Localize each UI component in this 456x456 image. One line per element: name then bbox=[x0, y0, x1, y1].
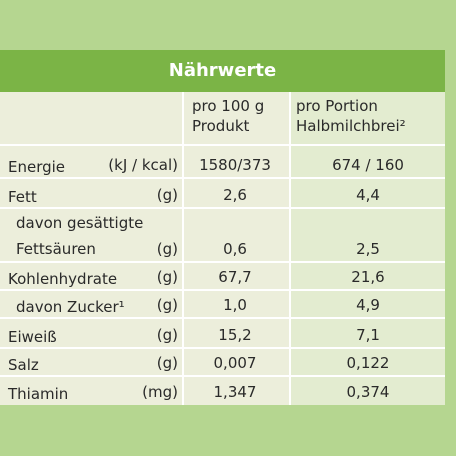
row-unit: (g) bbox=[156, 326, 178, 344]
row-unit: (kJ / kcal) bbox=[108, 156, 178, 174]
row-label: Fett bbox=[8, 188, 37, 206]
value: 21,6 bbox=[351, 268, 385, 286]
value: 2,6 bbox=[223, 186, 247, 204]
row-unit: (g) bbox=[156, 268, 178, 286]
value: 7,1 bbox=[356, 326, 380, 344]
row-label: Salz bbox=[8, 356, 39, 374]
row-unit: (g) bbox=[156, 186, 178, 204]
row-separator bbox=[0, 289, 445, 291]
value: 15,2 bbox=[218, 326, 252, 344]
value: 674 / 160 bbox=[332, 156, 404, 174]
value: 4,9 bbox=[356, 296, 380, 314]
value: 4,4 bbox=[356, 186, 380, 204]
row-separator bbox=[0, 177, 445, 179]
row-label: Energie bbox=[8, 158, 66, 176]
column-header: pro 100 g Produkt bbox=[192, 97, 265, 135]
row-separator bbox=[0, 375, 445, 377]
row-separator bbox=[0, 144, 445, 146]
row-separator bbox=[0, 347, 445, 349]
row-label: Thiamin bbox=[8, 385, 69, 403]
column-header: pro Portion Halbmilchbrei² bbox=[296, 97, 406, 135]
value: 0,007 bbox=[213, 354, 257, 372]
row-separator bbox=[0, 261, 445, 263]
row-unit: (mg) bbox=[142, 383, 178, 401]
row-unit: (g) bbox=[156, 354, 178, 372]
column-divider bbox=[182, 92, 184, 405]
value: 1,0 bbox=[223, 296, 247, 314]
value: 0,374 bbox=[346, 383, 390, 401]
value: 2,5 bbox=[356, 240, 380, 258]
value: 67,7 bbox=[218, 268, 252, 286]
column-divider bbox=[289, 92, 291, 405]
title: Nährwerte bbox=[0, 50, 445, 92]
row-separator bbox=[0, 317, 445, 319]
value: 0,122 bbox=[346, 354, 390, 372]
row-separator bbox=[0, 207, 445, 209]
row-unit: (g) bbox=[156, 240, 178, 258]
row-label: Kohlenhydrate bbox=[8, 270, 118, 288]
row-label: davon gesättigte Fettsäuren bbox=[16, 214, 144, 258]
row-unit: (g) bbox=[156, 296, 178, 314]
value: 0,6 bbox=[223, 240, 247, 258]
row-label: Eiweiß bbox=[8, 328, 57, 346]
value: 1580/373 bbox=[199, 156, 271, 174]
value: 1,347 bbox=[213, 383, 257, 401]
row-label: davon Zucker¹ bbox=[16, 298, 125, 316]
